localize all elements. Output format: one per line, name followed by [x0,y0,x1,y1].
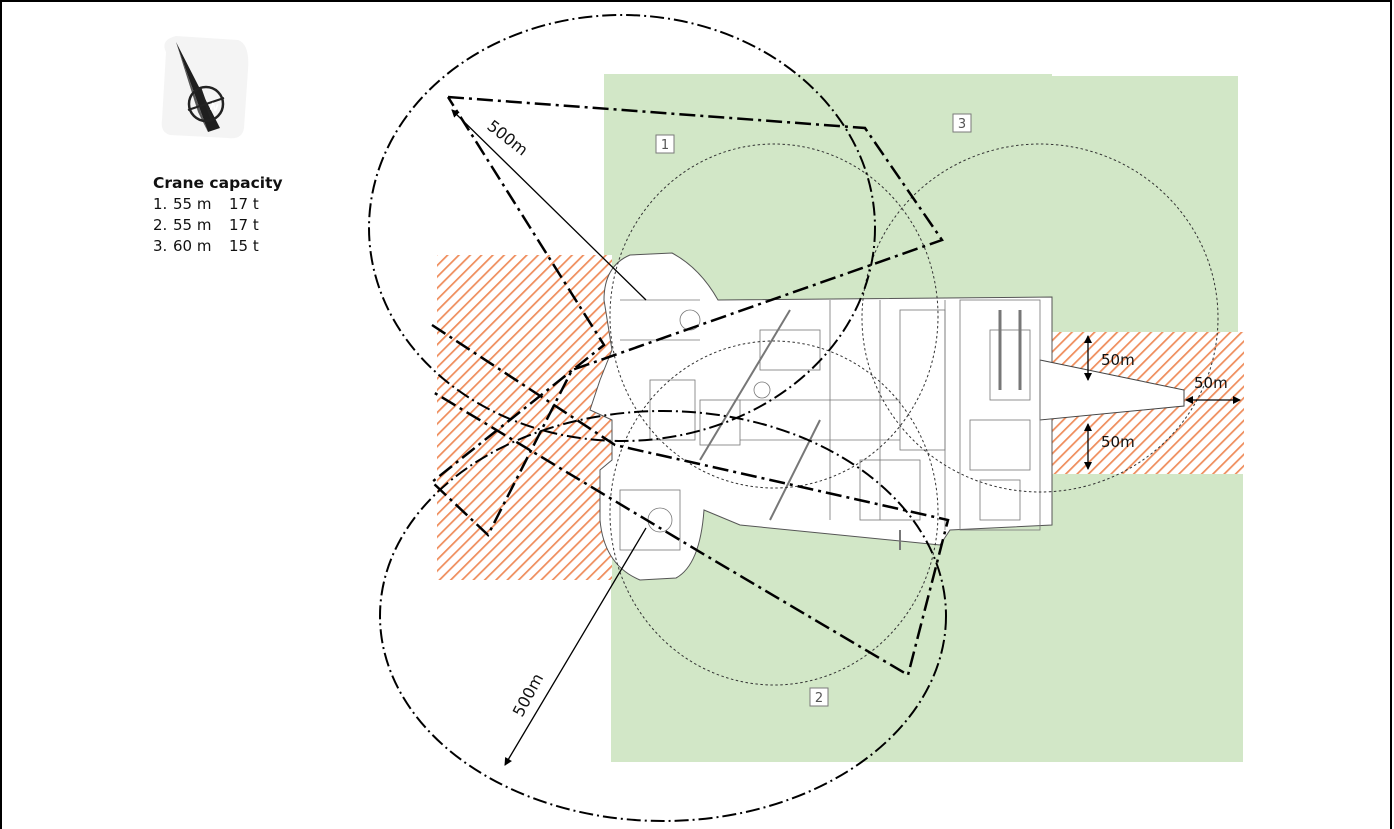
dim-label-lower: 50m [1101,433,1135,451]
exclusion-circle-top [368,14,876,442]
north-arrow-icon: N [161,36,249,139]
crane-1-reach [609,143,939,489]
exclusion-circle-bottom [379,410,947,822]
radius-label-bottom: 500m [509,670,547,720]
legend-item: 3. 60 m 15 t [153,237,259,255]
crane-label-1: 1 [655,134,675,154]
legend-item: 1. 55 m 17 t [153,195,259,213]
radius-label-top: 500m [484,116,532,159]
legend-title: Crane capacity [153,174,283,192]
legend-list: 1. 55 m 17 t 2. 55 m 17 t 3. 60 m 15 t [153,194,283,257]
exclusion-circles [368,14,947,822]
crane-3-reach [861,143,1219,493]
dim-label-tip: 50m [1194,374,1228,392]
crane-reach-circles [609,143,1219,686]
svg-text:2: 2 [815,691,823,706]
platform-detail [619,299,1041,551]
platform-layout [589,252,1185,581]
dim-label-upper: 50m [1101,351,1135,369]
hatched-zone-west [437,255,612,580]
crane-2-reach [609,340,939,686]
side-dimension-arrows [1084,335,1241,470]
legend-item: 2. 55 m 17 t [153,216,259,234]
svg-text:3: 3 [958,117,966,132]
radius-arrows [451,109,647,766]
crane-capacity-legend: Crane capacity 1. 55 m 17 t 2. 55 m 17 t 3. 6… [153,173,283,257]
crane-label-3: 3 [952,113,972,133]
crane-label-2: 2 [809,687,829,707]
exclusion-sectors [430,95,950,677]
svg-text:1: 1 [661,138,669,153]
svg-text:N: N [208,101,220,114]
